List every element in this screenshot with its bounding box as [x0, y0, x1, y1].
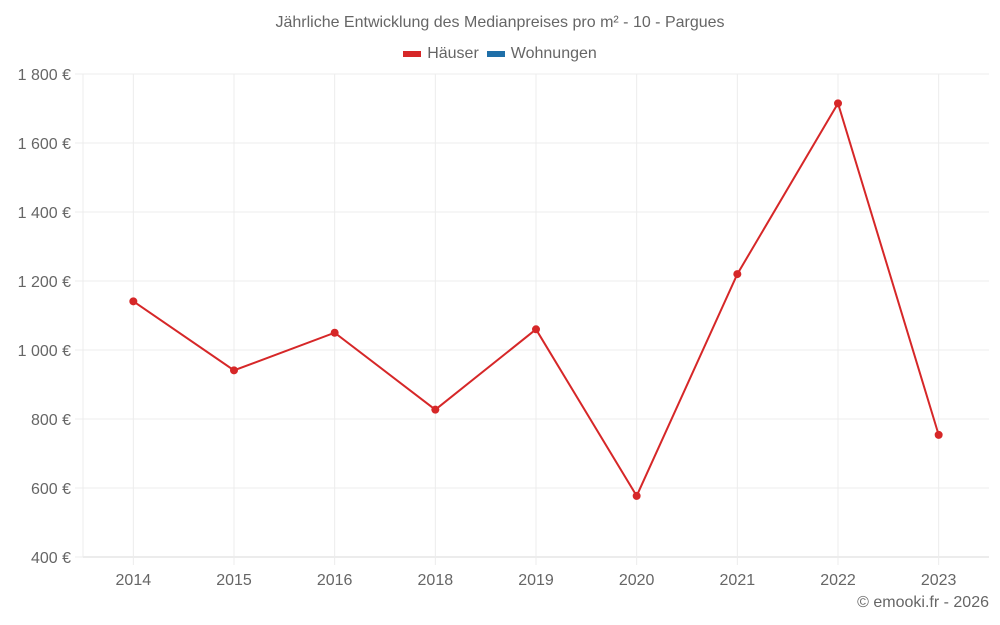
- x-tick-label: 2023: [921, 572, 957, 589]
- legend-label-houses: Häuser: [427, 45, 479, 62]
- credit: © emooki.fr - 2026: [857, 594, 989, 611]
- legend-item-houses[interactable]: Häuser: [403, 45, 479, 63]
- data-point[interactable]: [834, 99, 842, 108]
- x-axis: 2014 2015 2016 2018 2019 2020 2021 2022 2023: [116, 572, 957, 589]
- data-point[interactable]: [532, 325, 540, 334]
- x-tick-label: 2014: [116, 572, 152, 589]
- grid: [82, 73, 989, 565]
- data-point[interactable]: [330, 328, 339, 337]
- legend-swatch-houses: [403, 51, 422, 57]
- data-point[interactable]: [733, 270, 742, 279]
- data-point[interactable]: [431, 405, 440, 414]
- y-axis: 400 € 600 € 800 € 1 000 € 1 200 € 1 400 € 1 60…: [18, 67, 83, 567]
- x-tick-label: 2015: [216, 572, 252, 589]
- x-tick-label: 2016: [317, 572, 353, 589]
- legend-swatch-apartments: [486, 51, 505, 57]
- y-tick-label: 1 200 €: [18, 274, 71, 291]
- series-houses: [129, 99, 943, 500]
- legend-item-apartments[interactable]: Wohnungen: [486, 45, 597, 63]
- x-tick-label: 2022: [820, 572, 856, 589]
- y-tick-label: 1 400 €: [18, 205, 71, 222]
- y-tick-label: 1 800 €: [18, 67, 71, 84]
- legend: Häuser Wohnungen: [0, 45, 1000, 63]
- y-tick-label: 800 €: [31, 412, 71, 429]
- y-tick-label: 400 €: [31, 550, 71, 567]
- y-tick-label: 1 000 €: [18, 343, 71, 360]
- data-point[interactable]: [129, 297, 138, 306]
- y-tick-label: 1 600 €: [18, 136, 71, 153]
- x-tick-label: 2021: [720, 572, 756, 589]
- chart-title: Jährliche Entwicklung des Medianpreises …: [275, 14, 725, 31]
- x-tick-label: 2018: [418, 572, 454, 589]
- x-tick-label: 2019: [518, 572, 554, 589]
- legend-label-apartments: Wohnungen: [510, 45, 597, 62]
- data-point[interactable]: [934, 430, 943, 439]
- data-point[interactable]: [230, 366, 238, 375]
- x-tick-label: 2020: [619, 572, 655, 589]
- data-point[interactable]: [632, 491, 641, 500]
- y-tick-label: 600 €: [31, 481, 71, 498]
